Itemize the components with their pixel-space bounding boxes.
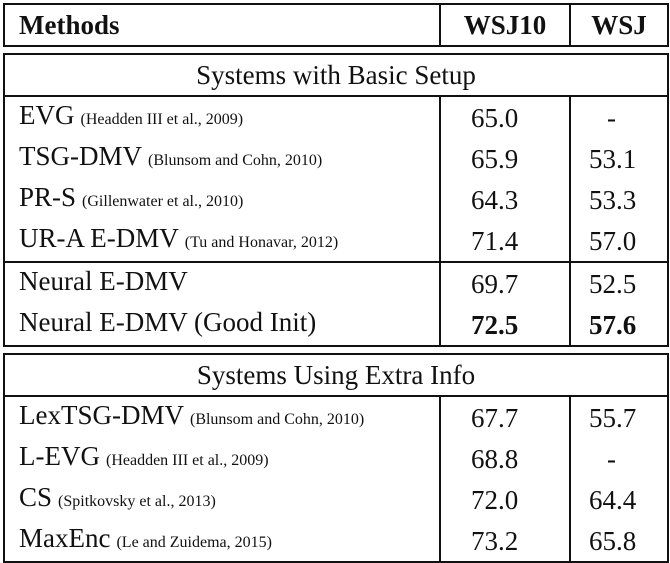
wsj10-value: 64.3 [439,179,571,220]
wsj10-value: 67.7 [439,395,571,438]
wsj10-value: 71.4 [439,220,571,263]
wsj10-value-best: 72.5 [439,304,571,347]
table-row: LexTSG-DMV (Blunsom and Cohn, 2010) 67.7 … [3,395,669,438]
wsj-value: 65.8 [569,520,669,563]
section-extra-title: Systems Using Extra Info [3,353,669,397]
table-row: Neural E-DMV (Good Init) 72.5 57.6 [3,304,669,347]
method-citation: (Spitkovsky et al., 2013) [58,493,216,510]
method-name: LexTSG-DMV [19,400,184,430]
wsj10-value: 65.9 [439,138,571,179]
section-extra-info: Systems Using Extra Info [3,353,669,397]
table-row: Neural E-DMV 69.7 52.5 [3,261,669,304]
method-citation: (Le and Zuidema, 2015) [116,534,272,551]
table-row: CS (Spitkovsky et al., 2013) 72.0 64.4 [3,479,669,520]
table-row: EVG (Headden III et al., 2009) 65.0 - [3,95,669,138]
method-name: EVG [19,100,75,130]
header-wsj10: WSJ10 [439,3,571,47]
table-row: PR-S (Gillenwater et al., 2010) 64.3 53.3 [3,179,669,220]
method-name: MaxEnc [19,523,111,553]
table-row: MaxEnc (Le and Zuidema, 2015) 73.2 65.8 [3,520,669,563]
method-name: UR-A E-DMV [19,223,179,253]
method-citation: (Headden III et al., 2009) [105,452,269,469]
wsj-value: 52.5 [569,261,669,304]
method-citation: (Gillenwater et al., 2010) [82,193,244,210]
method-name: Neural E-DMV (Good Init) [19,307,317,337]
results-table-figure: Methods WSJ10 WSJ Systems with Basic Set… [3,3,669,563]
method-citation: (Blunsom and Cohn, 2010) [148,152,323,169]
method-name: CS [19,482,53,512]
method-name: L-EVG [19,441,100,471]
method-citation: (Headden III et al., 2009) [80,111,244,128]
wsj10-value: 68.8 [439,438,571,479]
header-methods: Methods [3,3,441,47]
wsj10-value: 69.7 [439,261,571,304]
method-name: TSG-DMV [19,141,143,171]
wsj-value: - [569,438,669,479]
method-citation: (Blunsom and Cohn, 2010) [189,411,365,428]
results-table: Methods WSJ10 WSJ Systems with Basic Set… [3,3,669,563]
section-basic-setup: Systems with Basic Setup [3,53,669,97]
table-row: UR-A E-DMV (Tu and Honavar, 2012) 71.4 57… [3,220,669,263]
wsj-value: 53.1 [569,138,669,179]
wsj-value: 53.3 [569,179,669,220]
wsj10-value: 72.0 [439,479,571,520]
wsj10-value: 73.2 [439,520,571,563]
method-name: PR-S [19,182,77,212]
table-row: TSG-DMV (Blunsom and Cohn, 2010) 65.9 53.… [3,138,669,179]
wsj-value: 55.7 [569,395,669,438]
header-wsj: WSJ [569,3,669,47]
wsj-value: 64.4 [569,479,669,520]
wsj-value: 57.0 [569,220,669,263]
wsj-value-best: 57.6 [569,304,669,347]
method-citation: (Tu and Honavar, 2012) [184,234,339,251]
wsj10-value: 65.0 [439,95,571,138]
wsj-value: - [569,95,669,138]
header-row: Methods WSJ10 WSJ [3,3,669,47]
table-row: L-EVG (Headden III et al., 2009) 68.8 - [3,438,669,479]
section-basic-title: Systems with Basic Setup [3,53,669,97]
method-name: Neural E-DMV [19,266,188,296]
